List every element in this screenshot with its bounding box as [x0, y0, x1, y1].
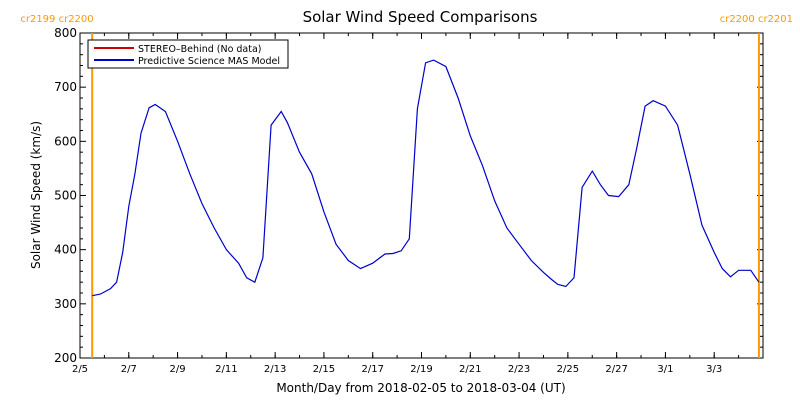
carrington-marker-label: cr2200 cr2201 — [720, 14, 793, 25]
y-tick-label: 300 — [54, 297, 77, 311]
y-tick-label: 600 — [54, 134, 77, 148]
legend: STEREO–Behind (No data) Predictive Scien… — [87, 39, 289, 69]
legend-label-stereo: STEREO–Behind (No data) — [138, 44, 262, 55]
chart-title: Solar Wind Speed Comparisons — [303, 8, 538, 26]
x-tick-label: 3/1 — [657, 364, 673, 375]
series-layer — [92, 59, 760, 297]
x-axis-label: Month/Day from 2018-02-05 to 2018-03-04 … — [276, 381, 565, 395]
legend-box — [87, 39, 289, 69]
carrington-markers: cr2199 cr2200 cr2200 cr2201 — [20, 14, 793, 358]
x-tick-label: 2/7 — [121, 364, 137, 375]
x-tick-label: 2/23 — [508, 364, 530, 375]
x-axis: 2/5 2/7 2/9 2/11 2/13 2/15 2/17 2/19 2/21 2/23 2/2… — [72, 33, 740, 375]
carrington-marker-label: cr2199 cr2200 — [20, 14, 93, 25]
series-line-1 — [92, 59, 760, 297]
y-axis: 200 300 400 500 600 700 800 — [54, 26, 763, 365]
y-tick-label: 200 — [54, 351, 77, 365]
x-tick-label: 2/9 — [170, 364, 186, 375]
x-tick-label: 2/15 — [313, 364, 335, 375]
x-tick-label: 2/17 — [361, 364, 383, 375]
x-tick-label: 2/11 — [215, 364, 237, 375]
y-tick-label: 500 — [54, 189, 77, 203]
y-tick-label: 800 — [54, 26, 77, 40]
x-tick-label: 3/3 — [706, 364, 722, 375]
y-tick-label: 400 — [54, 243, 77, 257]
x-tick-label: 2/21 — [459, 364, 481, 375]
y-tick-label: 700 — [54, 80, 77, 94]
y-axis-label: Solar Wind Speed (km/s) — [29, 121, 43, 269]
x-tick-label: 2/27 — [605, 364, 627, 375]
x-tick-label: 2/19 — [410, 364, 432, 375]
plot-frame — [79, 32, 764, 359]
x-tick-label: 2/5 — [72, 364, 88, 375]
legend-label-mas: Predictive Science MAS Model — [138, 56, 280, 67]
x-tick-label: 2/25 — [557, 364, 579, 375]
x-tick-label: 2/13 — [264, 364, 286, 375]
